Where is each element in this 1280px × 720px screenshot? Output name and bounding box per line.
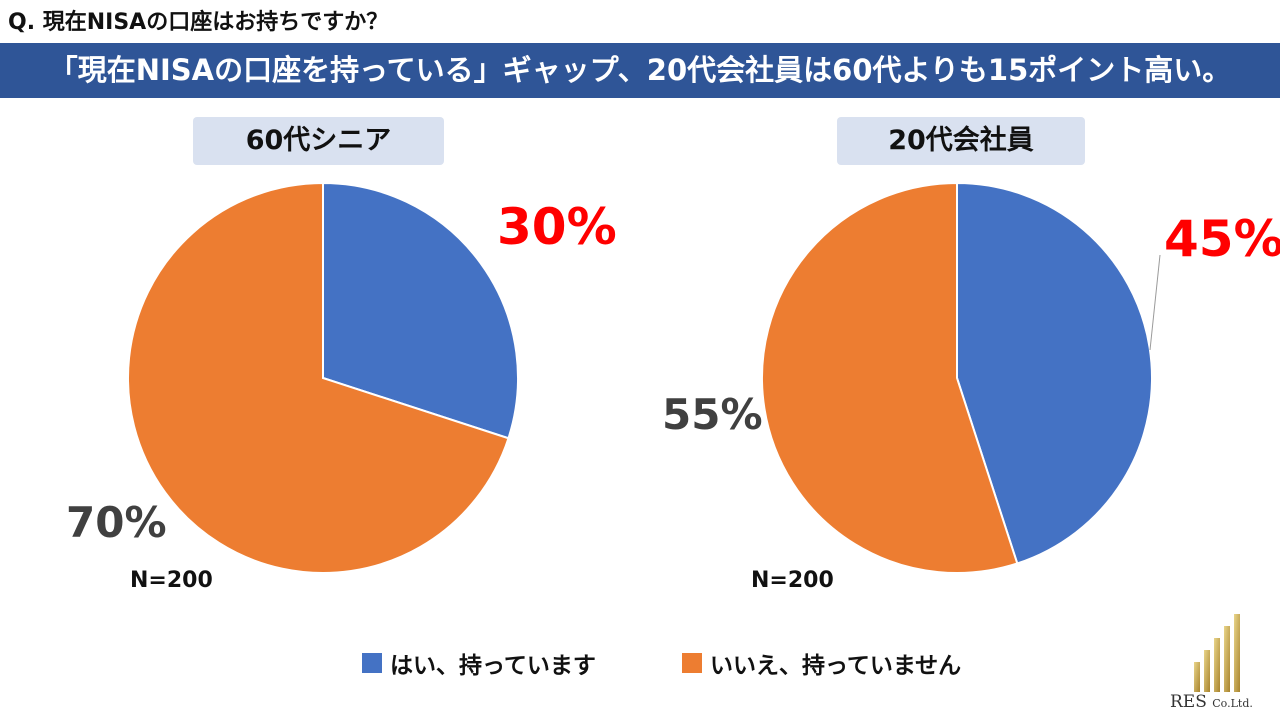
data-label-20s-yes: 45% [1164, 210, 1280, 268]
pie-slice-yes [956, 181, 1153, 565]
data-label-60s-no: 70% [66, 498, 167, 547]
legend-swatch-no [682, 653, 702, 673]
gold-bars-icon [1194, 614, 1240, 692]
legend-item-yes: はい、持っています [362, 646, 596, 680]
legend-label-no: いいえ、持っていません [710, 653, 962, 679]
company-logo-text: RES Co.Ltd. [1170, 692, 1253, 712]
pie-chart-60s [127, 181, 519, 574]
data-label-60s-yes: 30% [497, 198, 617, 256]
pie-slice-yes [322, 181, 519, 440]
pie-slice-no [127, 181, 510, 574]
question-title: Q. 現在NISAの口座はお持ちですか？ [8, 10, 389, 35]
legend-swatch-yes [362, 653, 382, 673]
chart-title-20s: 20代会社員 [837, 117, 1085, 165]
legend-item-no: いいえ、持っていません [682, 646, 961, 680]
sample-size-20s: N=200 [751, 568, 834, 593]
leader-line-45 [1149, 254, 1161, 351]
logo-name: RES [1170, 692, 1207, 712]
pie-slice-no [761, 181, 1019, 574]
legend-label-yes: はい、持っています [390, 653, 596, 679]
logo-suffix: Co.Ltd. [1212, 697, 1253, 710]
pie-chart-20s [761, 181, 1153, 574]
data-label-20s-no: 55% [662, 390, 763, 439]
headline-banner: 「現在NISAの口座を持っている」ギャップ、20代会社員は60代よりも15ポイン… [0, 43, 1280, 98]
chart-title-60s: 60代シニア [193, 117, 444, 165]
sample-size-60s: N=200 [130, 568, 213, 593]
